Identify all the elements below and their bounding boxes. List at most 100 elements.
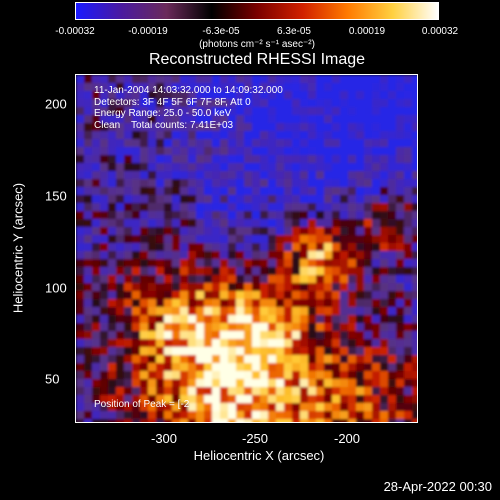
image-pixel [244,179,253,188]
image-pixel [412,275,417,284]
image-pixel [140,331,149,340]
image-pixel [92,315,101,324]
image-pixel [260,347,269,356]
image-pixel [252,91,261,100]
image-pixel [388,219,397,228]
image-pixel [148,83,157,92]
image-pixel [380,331,389,340]
image-pixel [396,227,405,236]
image-pixel [324,75,333,84]
image-pixel [348,163,357,172]
image-pixel [116,347,125,356]
image-pixel [156,331,165,340]
image-pixel [252,123,261,132]
image-pixel [204,275,213,284]
image-pixel [84,171,93,180]
image-pixel [76,235,85,244]
image-pixel [324,339,333,348]
image-pixel [308,339,317,348]
image-pixel [76,267,85,276]
image-pixel [100,179,109,188]
image-pixel [164,195,173,204]
image-pixel [388,139,397,148]
image-pixel [308,179,317,188]
image-pixel [348,227,357,236]
image-pixel [148,339,157,348]
image-pixel [244,235,253,244]
image-pixel [100,251,109,260]
image-pixel [332,115,341,124]
image-pixel [372,83,381,92]
image-pixel [292,371,301,380]
image-pixel [236,211,245,220]
image-pixel [284,395,293,404]
image-pixel [140,187,149,196]
image-pixel [260,371,269,380]
image-pixel [76,99,85,108]
image-pixel [180,243,189,252]
image-pixel [84,227,93,236]
x-tick-label: -300 [150,431,178,446]
image-pixel [164,323,173,332]
image-pixel [156,211,165,220]
image-pixel [252,211,261,220]
image-pixel [116,195,125,204]
image-pixel [260,99,269,108]
image-pixel [308,275,317,284]
image-pixel [124,99,133,108]
image-pixel [324,187,333,196]
image-pixel [284,307,293,316]
image-pixel [348,395,357,404]
image-pixel [252,235,261,244]
image-pixel [388,331,397,340]
image-pixel [332,91,341,100]
image-pixel [140,211,149,220]
image-pixel [140,403,149,412]
image-pixel [396,179,405,188]
image-pixel [244,339,253,348]
image-pixel [380,379,389,388]
image-pixel [252,251,261,260]
image-pixel [404,155,413,164]
image-pixel [76,155,85,164]
image-pixel [204,315,213,324]
image-pixel [300,267,309,276]
image-pixel [252,155,261,164]
image-pixel [108,363,117,372]
image-pixel [196,291,205,300]
image-pixel [404,379,413,388]
image-pixel [156,275,165,284]
image-pixel [324,99,333,108]
image-pixel [164,339,173,348]
image-pixel [76,251,85,260]
image-pixel [404,411,413,420]
image-pixel [276,227,285,236]
image-pixel [340,195,349,204]
image-pixel [388,187,397,196]
image-pixel [84,315,93,324]
image-pixel [220,379,229,388]
image-pixel [140,83,149,92]
image-pixel [188,99,197,108]
image-pixel [284,155,293,164]
image-pixel [84,91,93,100]
image-pixel [108,219,117,228]
image-pixel [260,355,269,364]
image-pixel [348,267,357,276]
image-pixel [172,91,181,100]
image-pixel [316,179,325,188]
image-pixel [316,267,325,276]
image-pixel [92,275,101,284]
image-pixel [244,155,253,164]
image-pixel [108,331,117,340]
image-pixel [372,267,381,276]
image-pixel [212,171,221,180]
image-pixel [268,323,277,332]
image-pixel [236,219,245,228]
image-pixel [228,91,237,100]
image-pixel [220,187,229,196]
image-pixel [76,299,85,308]
image-pixel [340,83,349,92]
image-pixel [92,163,101,172]
image-pixel [204,339,213,348]
